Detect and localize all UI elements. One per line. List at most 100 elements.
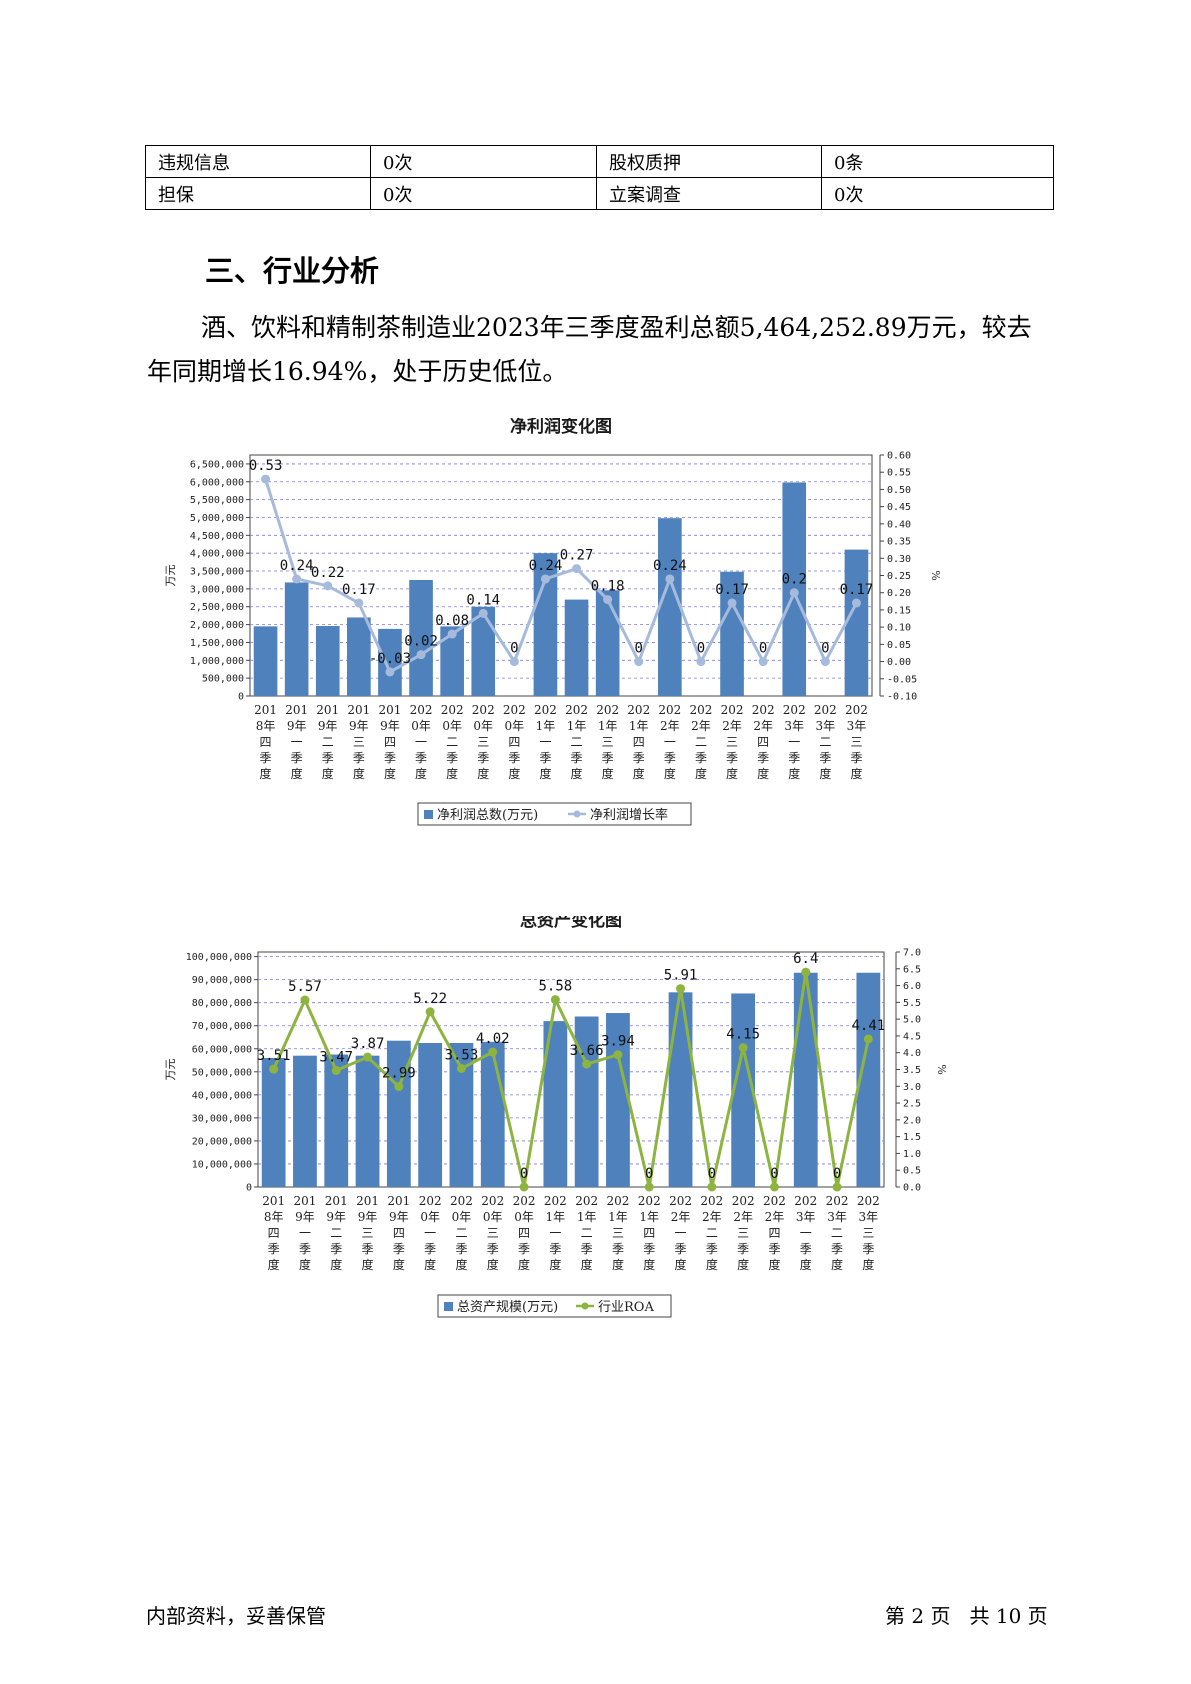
x-tick-label: 202 0年四季度 (503, 703, 526, 781)
bar (347, 617, 371, 696)
data-label: 0.27 (560, 548, 594, 564)
bar (543, 1021, 568, 1187)
x-tick-label: 202 2年二季度 (689, 703, 712, 781)
y-tick-label: 6,000,000 (190, 477, 244, 488)
line-point (354, 598, 364, 608)
x-tick-label: 202 0年一季度 (410, 703, 433, 781)
line-point (447, 629, 457, 639)
y2-axis-title: % (935, 1064, 948, 1074)
bar (564, 599, 589, 696)
data-label: -0.03 (369, 651, 411, 667)
bar (418, 1043, 443, 1187)
bar (324, 1054, 349, 1187)
bar (731, 993, 756, 1187)
legend-box (437, 1294, 672, 1318)
data-label: 0 (510, 641, 518, 657)
y-tick-label: 0 (246, 1183, 252, 1194)
bar (261, 1057, 286, 1187)
y2-tick-label: 0.15 (887, 605, 911, 616)
data-label: 3.47 (319, 1050, 353, 1066)
plot-frame (249, 454, 873, 697)
y-tick-label: 80,000,000 (192, 998, 252, 1009)
x-tick-label: 202 1年一季度 (534, 703, 557, 781)
x-tick-label: 202 2年四季度 (763, 1194, 786, 1272)
y-tick-label: 3,000,000 (190, 584, 244, 595)
table-cell: 担保 (145, 177, 371, 210)
chart-title: 总资产变化图 (520, 916, 622, 931)
y-tick-label: 40,000,000 (192, 1090, 252, 1101)
bar (386, 1040, 411, 1187)
y-tick-label: 5,000,000 (190, 513, 244, 524)
data-label: 0.2 (782, 572, 807, 588)
x-tick-label: 202 1年三季度 (596, 703, 619, 781)
bar (355, 1055, 380, 1187)
y2-tick-label: 0.00 (887, 657, 911, 668)
y2-tick-label: 5.0 (903, 1015, 921, 1026)
line-point (572, 564, 582, 574)
bar (293, 1055, 317, 1187)
x-tick-label: 202 2年三季度 (721, 703, 744, 781)
y-axis-title: 万元 (164, 1059, 177, 1081)
bar (658, 518, 682, 696)
y2-tick-label: 3.5 (903, 1065, 921, 1076)
section-title: 三、行业分析 (205, 254, 380, 288)
x-tick-label: 202 0年三季度 (481, 1194, 504, 1272)
y-tick-label: 5,500,000 (190, 495, 244, 506)
x-tick-label: 202 1年四季度 (627, 703, 650, 781)
y2-tick-label: 0.30 (887, 554, 911, 565)
line-point (769, 1182, 779, 1192)
data-label: 0 (520, 1166, 528, 1182)
x-tick-label: 201 9年三季度 (356, 1194, 379, 1272)
analysis-paragraph: 酒、饮料和精制茶制造业2023年三季度盈利总额5,464,252.89万元，较去… (147, 313, 1032, 386)
y2-tick-label: 0.10 (887, 623, 911, 634)
bar (844, 549, 869, 696)
x-tick-label: 202 2年四季度 (752, 703, 775, 781)
y-tick-label: 4,000,000 (190, 549, 244, 560)
y2-tick-label: 1.5 (903, 1132, 921, 1143)
line-point (789, 588, 799, 598)
y-tick-label: 1,500,000 (190, 638, 244, 649)
line-point (269, 1064, 279, 1074)
y2-tick-label: 0.55 (887, 468, 911, 479)
y-tick-label: 500,000 (202, 674, 244, 685)
x-tick-label: 202 2年一季度 (669, 1194, 692, 1272)
x-tick-label: 201 9年二季度 (325, 1194, 348, 1272)
data-label: 5.22 (413, 991, 447, 1007)
legend-label: 净利润增长率 (590, 807, 668, 823)
line-point (863, 1034, 873, 1044)
footer-page-number: 第 2 页 共 10 页 (885, 1604, 1048, 1628)
bar (409, 579, 433, 696)
y-tick-label: 70,000,000 (192, 1021, 252, 1032)
line-point (323, 581, 333, 591)
x-tick-label: 202 3年三季度 (845, 703, 868, 781)
line-point (644, 1182, 654, 1192)
y2-tick-label: 5.5 (903, 998, 921, 1009)
bar (595, 590, 620, 696)
table-cell: 0次 (370, 145, 597, 178)
series-line (264, 478, 858, 674)
y2-tick-label: -0.10 (887, 692, 917, 703)
y-tick-label: 2,000,000 (190, 620, 244, 631)
legend-line-marker (581, 1302, 589, 1310)
x-tick-label: 202 0年四季度 (513, 1194, 536, 1272)
table-cell: 立案调查 (596, 177, 822, 210)
table-cell: 股权质押 (596, 145, 822, 178)
line-point (519, 1182, 529, 1192)
table-cell: 0条 (821, 145, 1054, 178)
x-tick-label: 202 0年三季度 (472, 703, 495, 781)
y2-tick-label: 3.0 (903, 1082, 921, 1093)
line-point (456, 1063, 466, 1073)
line-point (613, 1050, 623, 1060)
data-label: 2.99 (382, 1066, 416, 1082)
data-label: 0.14 (466, 592, 500, 608)
data-label: 0 (708, 1166, 716, 1182)
data-label: 0.53 (249, 458, 283, 474)
line-point (634, 657, 644, 667)
bar (480, 1041, 505, 1187)
y2-tick-label: 0.5 (903, 1166, 921, 1177)
legend-box (417, 802, 692, 826)
y-tick-label: 100,000,000 (186, 952, 252, 963)
y2-tick-label: -0.05 (887, 674, 917, 685)
data-label: 0.02 (404, 634, 438, 650)
y-tick-label: 3,500,000 (190, 567, 244, 578)
